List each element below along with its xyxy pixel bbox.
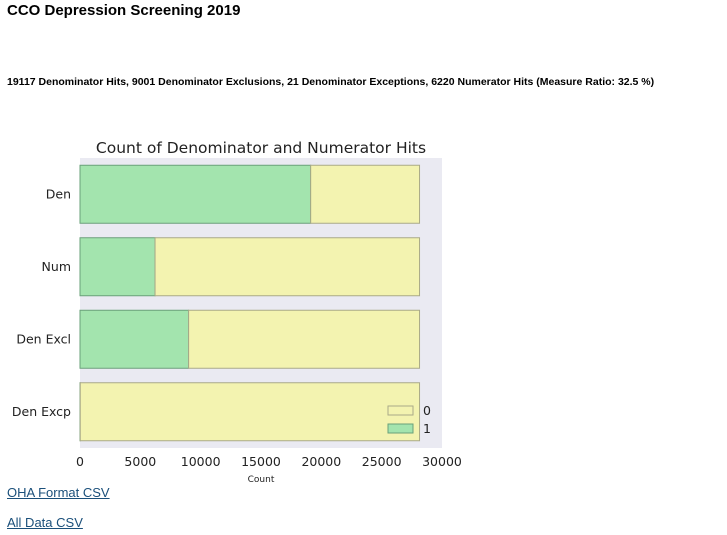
bar-series-0-den-excl — [188, 309, 421, 369]
legend-label-0: 0 — [423, 403, 431, 418]
x-tick-label: 15000 — [241, 454, 281, 469]
summary-text: 19117 Denominator Hits, 9001 Denominator… — [7, 76, 655, 88]
x-tick-label: 25000 — [362, 454, 402, 469]
y-tick-label: Num — [42, 259, 71, 274]
all-data-csv-link[interactable]: All Data CSV — [7, 515, 83, 530]
legend-swatch-1 — [387, 423, 414, 434]
x-tick-label: 20000 — [301, 454, 341, 469]
oha-format-csv-link[interactable]: OHA Format CSV — [7, 485, 110, 500]
legend-label-1: 1 — [423, 421, 431, 436]
x-tick-label: 5000 — [124, 454, 156, 469]
page-title: CCO Depression Screening 2019 — [7, 2, 241, 19]
y-tick-label: Den — [46, 186, 71, 201]
x-tick-label: 30000 — [422, 454, 462, 469]
bar-series-1-den-excl — [79, 309, 190, 369]
y-tick-label: Den Excl — [16, 331, 71, 346]
x-axis-label: Count — [248, 475, 275, 485]
stacked-bar-chart: Count of Denominator and Numerator Hits D… — [12, 139, 462, 485]
x-tick-label: 10000 — [181, 454, 221, 469]
bar-series-0-num — [154, 237, 421, 297]
bar-series-0-den — [310, 164, 421, 224]
bar-series-1-num — [79, 237, 156, 297]
x-tick-label: 0 — [76, 454, 84, 469]
y-tick-label: Den Excp — [12, 404, 71, 419]
bar-series-1-den — [79, 164, 312, 224]
legend-swatch-0 — [387, 405, 414, 416]
chart-title: Count of Denominator and Numerator Hits — [96, 139, 426, 157]
bar-series-0-den-excp — [79, 382, 421, 442]
